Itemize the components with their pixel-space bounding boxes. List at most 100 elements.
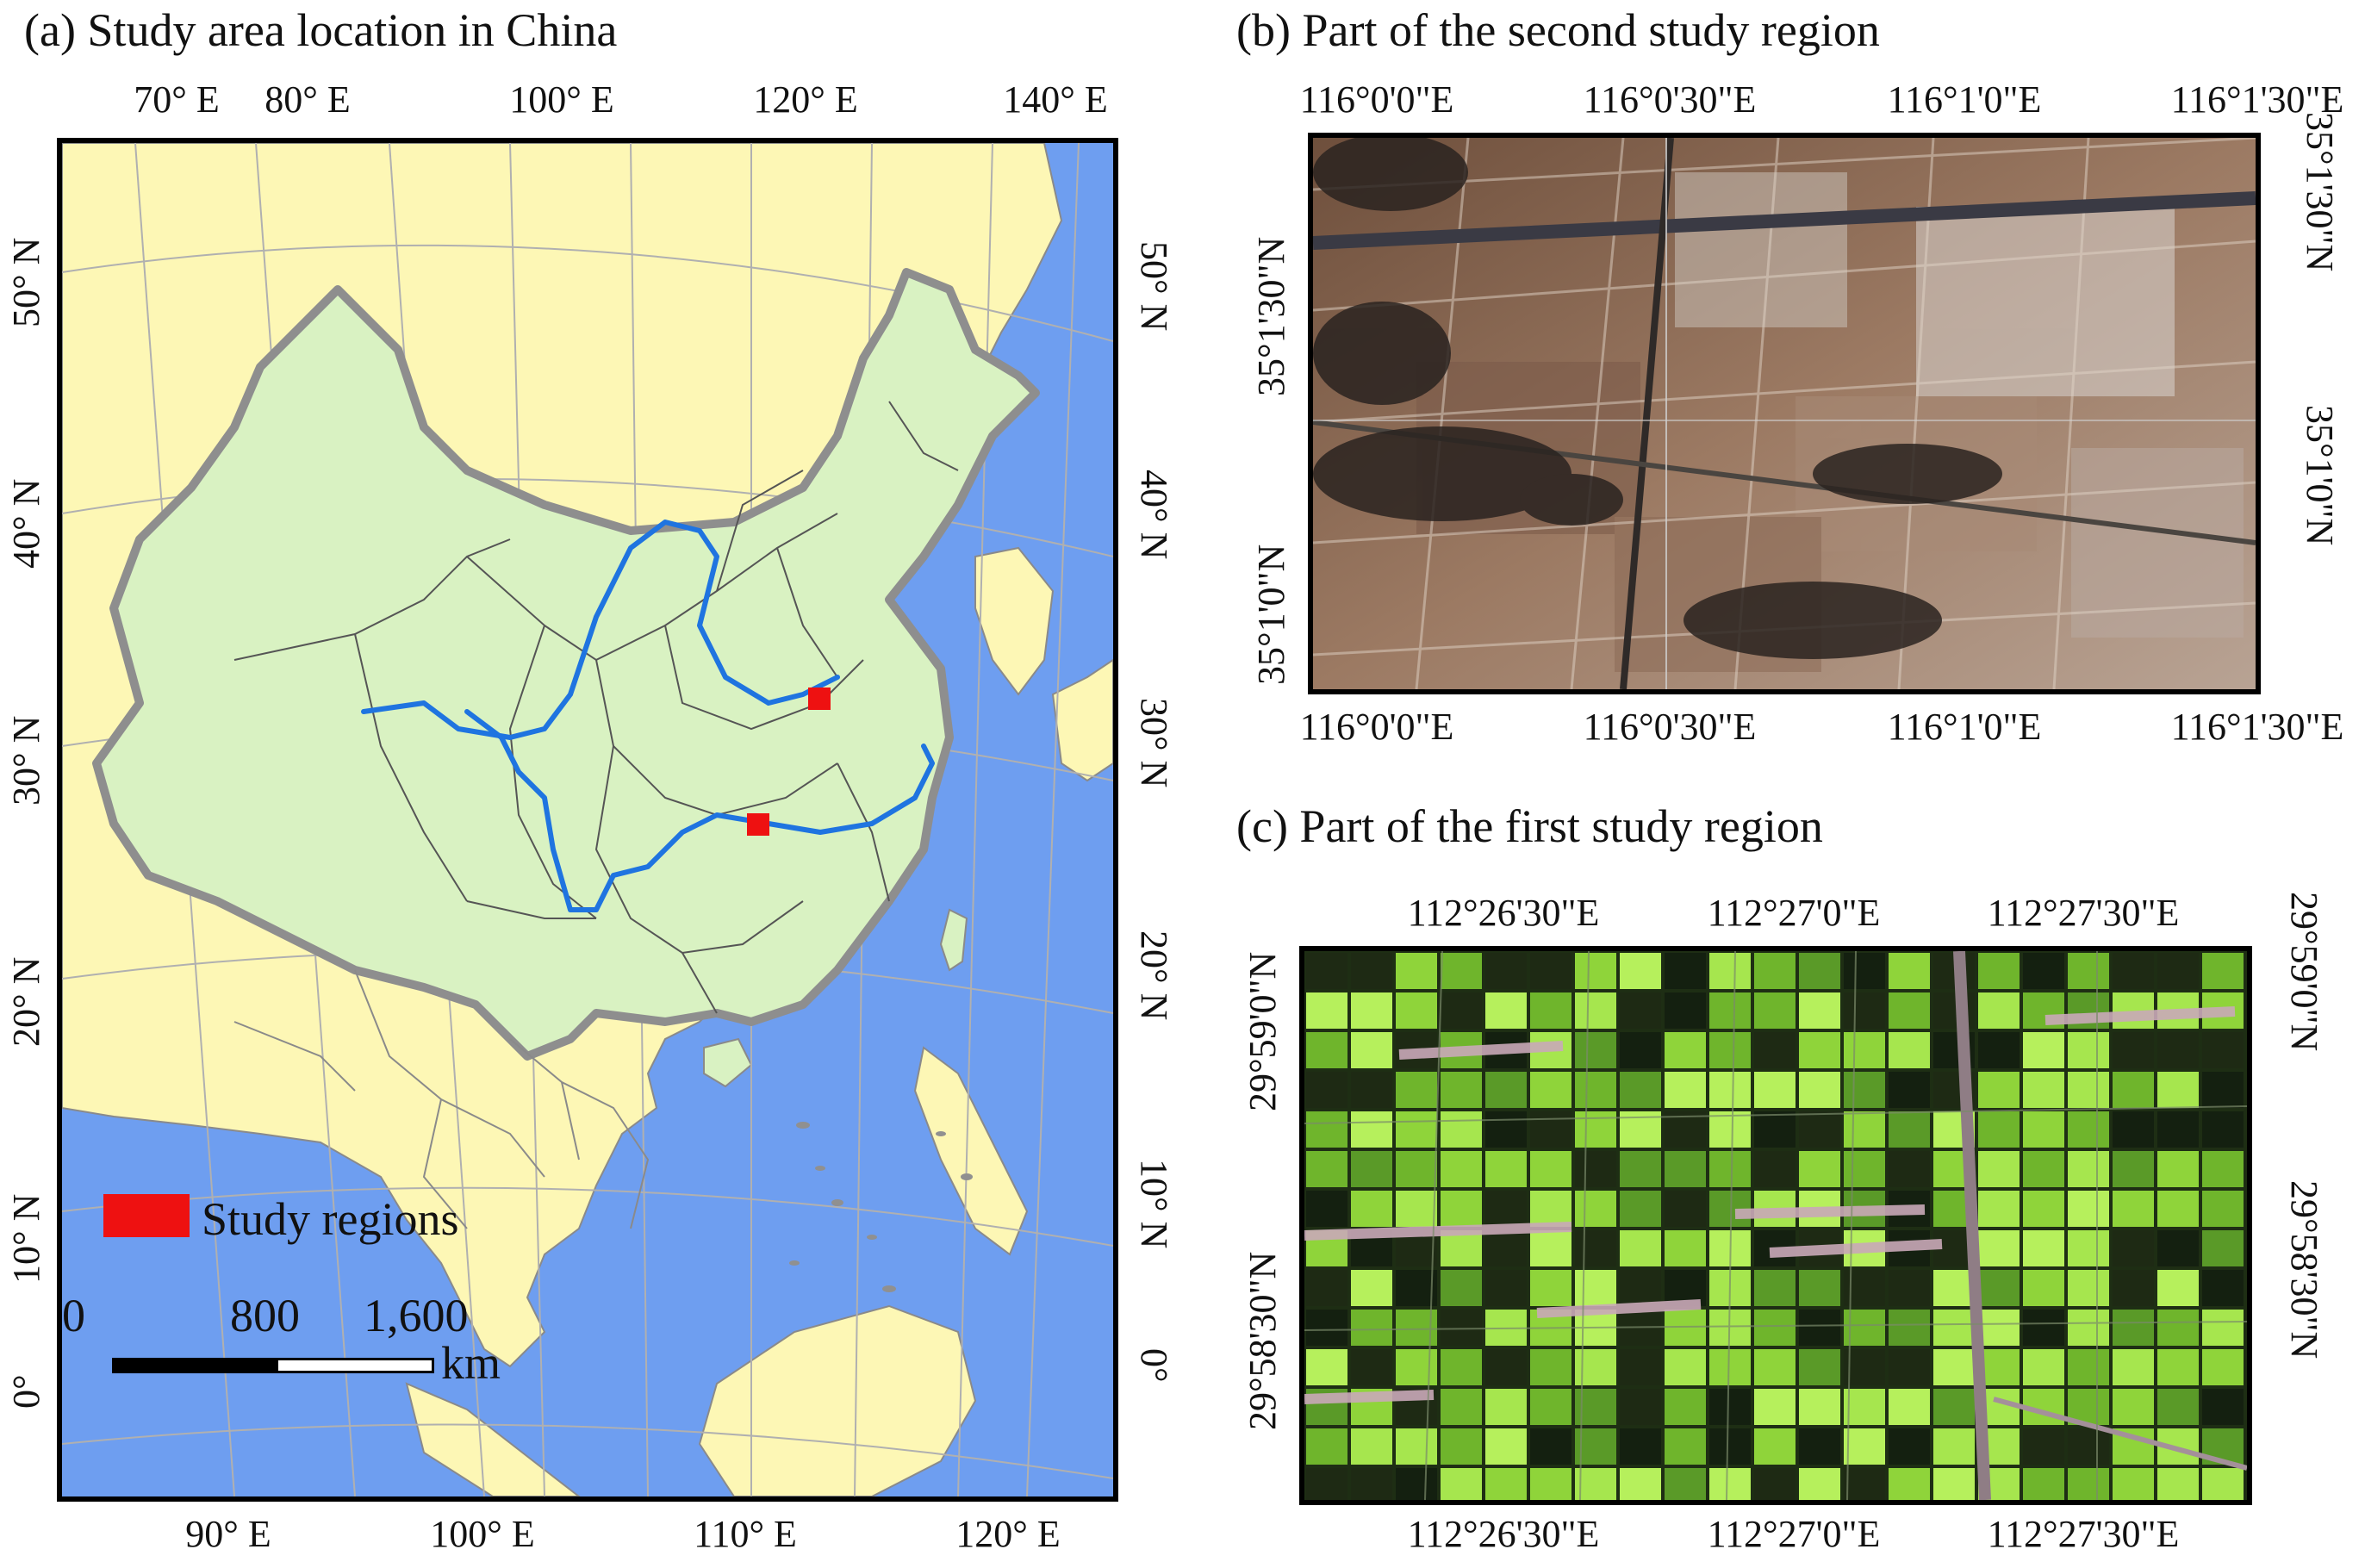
field-parcel: [2113, 1032, 2154, 1068]
lon-label-top: 116°1'0"E: [1887, 78, 2042, 121]
lat-label-right: 29°59'0"N: [2283, 892, 2325, 1052]
field-parcel: [1978, 953, 2020, 989]
lat-label-right: 10° N: [1133, 1159, 1175, 1249]
field-parcel: [1933, 1389, 1975, 1425]
field-parcel: [1441, 1230, 1482, 1266]
field-parcel: [2023, 1191, 2064, 1227]
field-parcel: [1889, 992, 1930, 1029]
field-parcel: [1530, 1230, 1571, 1266]
field-parcel: [1441, 1270, 1482, 1306]
field-parcel: [1575, 1151, 1616, 1187]
field-parcel: [1306, 1310, 1347, 1346]
field-parcel: [2202, 1191, 2244, 1227]
field-parcel: [1351, 1428, 1392, 1465]
field-parcel: [2113, 1389, 2154, 1425]
field-parcel: [1485, 1191, 1527, 1227]
field-parcel: [2023, 1230, 2064, 1266]
field-parcel: [1978, 1230, 2020, 1266]
field-parcel: [1709, 1032, 1751, 1068]
field-parcel: [1799, 1310, 1840, 1346]
lat-label-left: 35°1'30"N: [1250, 236, 1292, 396]
field-parcel: [2157, 1349, 2199, 1385]
field-parcel: [1351, 1032, 1392, 1068]
field-parcel: [2202, 1072, 2244, 1108]
field-parcel: [1396, 1468, 1437, 1500]
field-parcel: [1306, 1428, 1347, 1465]
field-parcel: [1575, 1230, 1616, 1266]
field-parcel: [1799, 1151, 1840, 1187]
field-parcel: [2068, 1111, 2109, 1148]
field-parcel: [1933, 1349, 1975, 1385]
field-parcel: [1665, 1032, 1706, 1068]
field-parcel: [1441, 1072, 1482, 1108]
field-parcel: [1485, 953, 1527, 989]
field-parcel: [1441, 1151, 1482, 1187]
lon-label-top: 112°26'30"E: [1407, 892, 1600, 934]
field-parcel: [1575, 1032, 1616, 1068]
lon-label-top: 112°27'0"E: [1707, 892, 1881, 934]
field-parcel: [1530, 1349, 1571, 1385]
lon-label-bottom: 120° E: [955, 1513, 1061, 1555]
field-parcel: [1306, 1191, 1347, 1227]
lat-label-right: 0°: [1133, 1348, 1175, 1383]
lon-label-bottom: 116°0'0"E: [1299, 706, 1454, 748]
field-parcel: [1620, 1032, 1661, 1068]
field-parcel: [1306, 1072, 1347, 1108]
field-parcel: [1530, 1151, 1571, 1187]
field-parcel: [1754, 1310, 1796, 1346]
lat-label-right: 35°1'0"N: [2299, 405, 2341, 546]
field-parcel: [2157, 1111, 2199, 1148]
study-region-second-marker: [808, 688, 831, 710]
field-parcel: [1441, 1389, 1482, 1425]
field-parcel: [1844, 1468, 1885, 1500]
field-parcel: [1620, 1072, 1661, 1108]
field-parcel: [1889, 1428, 1930, 1465]
field-parcel: [2202, 953, 2244, 989]
study-region-first-marker: [747, 813, 769, 836]
field-parcel: [1485, 992, 1527, 1029]
field-parcel: [1978, 1270, 2020, 1306]
field-parcel: [1933, 1428, 1975, 1465]
korea-landmass: [974, 546, 1055, 696]
field-parcel: [1396, 953, 1437, 989]
field-parcel: [2157, 1389, 2199, 1425]
field-parcel: [1485, 1230, 1527, 1266]
field-parcel: [1754, 1389, 1796, 1425]
field-parcel: [1485, 1468, 1527, 1500]
lon-label-top: 112°27'30"E: [1987, 892, 2180, 934]
sumatra-landmass: [405, 1382, 581, 1496]
field-parcel: [1665, 953, 1706, 989]
field-parcel: [1530, 1111, 1571, 1148]
field-parcel: [2157, 1151, 2199, 1187]
field-parcel: [2202, 1230, 2244, 1266]
lon-label-bottom: 116°0'30"E: [1583, 706, 1757, 748]
field-parcel: [2202, 1151, 2244, 1187]
field-parcel: [1306, 953, 1347, 989]
field-parcel: [2113, 1111, 2154, 1148]
lon-label-bottom: 100° E: [430, 1513, 535, 1555]
field-parcel: [2113, 1151, 2154, 1187]
lat-label-right: 30° N: [1133, 698, 1175, 788]
field-parcel: [1396, 1270, 1437, 1306]
field-parcel: [1889, 1389, 1930, 1425]
panel-a-title: (a) Study area location in China: [24, 4, 618, 56]
field-parcel: [1351, 1310, 1392, 1346]
field-parcel: [2068, 1349, 2109, 1385]
field-parcel: [1709, 1111, 1751, 1148]
yellow-river: [361, 520, 840, 740]
field-parcel: [2157, 953, 2199, 989]
field-parcel: [1306, 1349, 1347, 1385]
lat-label-right: 35°1'30"N: [2299, 112, 2341, 272]
scale-bar-white: [276, 1358, 434, 1373]
field-parcel: [1485, 1072, 1527, 1108]
field-parcel: [2023, 1468, 2064, 1500]
field-parcel: [2202, 1270, 2244, 1306]
field-parcel: [1620, 1151, 1661, 1187]
field-parcel: [1978, 1191, 2020, 1227]
field-parcel: [1799, 1468, 1840, 1500]
field-parcel: [1799, 1111, 1840, 1148]
field-parcel: [1665, 1349, 1706, 1385]
field-parcel: [1396, 1349, 1437, 1385]
field-parcel: [1754, 1270, 1796, 1306]
field-parcel: [1754, 1072, 1796, 1108]
